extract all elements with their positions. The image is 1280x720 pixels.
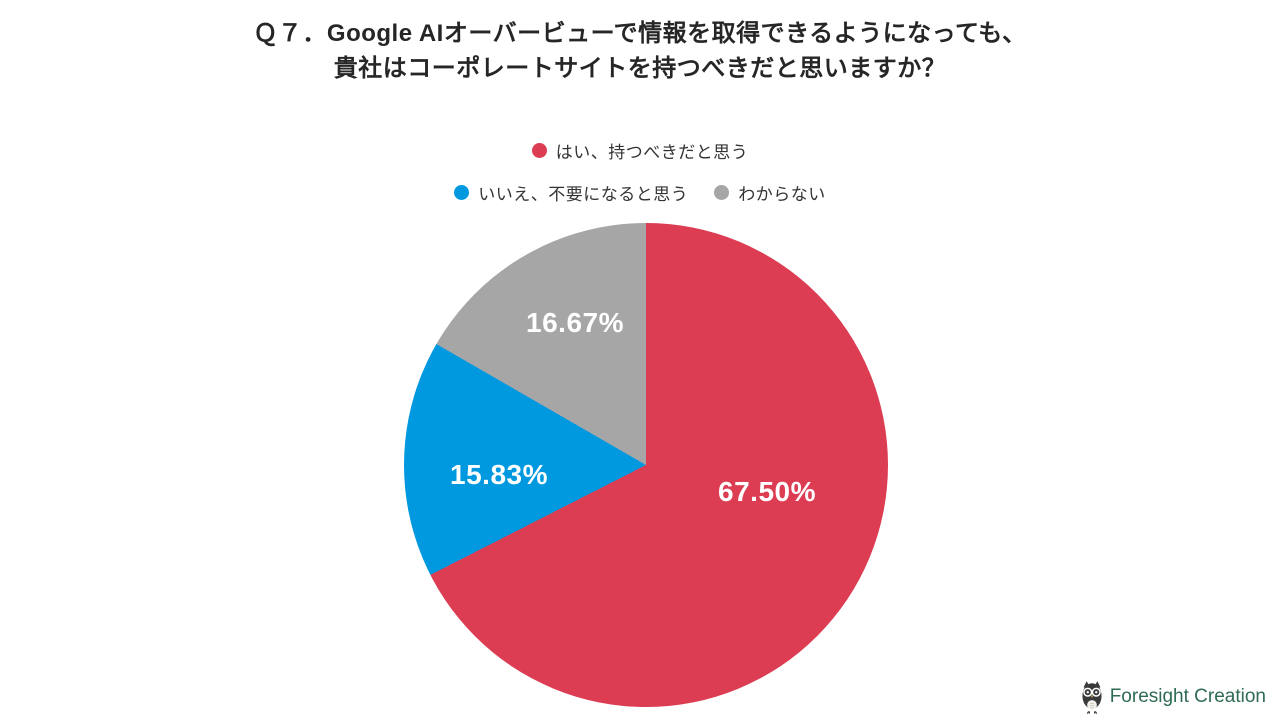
legend-row-1: はい、持つべきだと思う xyxy=(0,138,1280,163)
chart-title-line-2: 貴社はコーポレートサイトを持つべきだと思いますか？ xyxy=(333,55,947,82)
pie-label-no: 15.83% xyxy=(450,459,548,490)
pie-label-unknown: 16.67% xyxy=(526,307,624,338)
chart-title: Ｑ７．Google AIオーバービューで情報を取得できるようになっても、 貴社は… xyxy=(0,16,1280,86)
pie-chart: 67.50% 15.83% 16.67% xyxy=(404,223,888,707)
legend-dot-gray xyxy=(714,185,730,200)
foresight-creation-logo: Foresight Creation xyxy=(1079,680,1266,714)
legend-row-2: いいえ、不要になると思う わからない xyxy=(0,180,1280,205)
legend-label-unknown: わからない xyxy=(738,185,826,204)
owl-icon xyxy=(1082,681,1102,714)
pie-label-yes: 67.50% xyxy=(718,476,816,507)
legend-label-no: いいえ、不要になると思う xyxy=(478,185,689,204)
legend-dot-red xyxy=(531,143,547,158)
legend-item-no: いいえ、不要になると思う xyxy=(454,180,688,205)
chart-title-line-1: Ｑ７．Google AIオーバービューで情報を取得できるようになっても、 xyxy=(253,20,1027,47)
logo-text: Foresight Creation xyxy=(1109,686,1266,707)
legend-label-yes: はい、持つべきだと思う xyxy=(555,143,749,162)
legend-item-yes: はい、持つべきだと思う xyxy=(531,138,749,163)
legend-dot-blue xyxy=(454,185,470,200)
legend-item-unknown: わからない xyxy=(714,180,826,205)
